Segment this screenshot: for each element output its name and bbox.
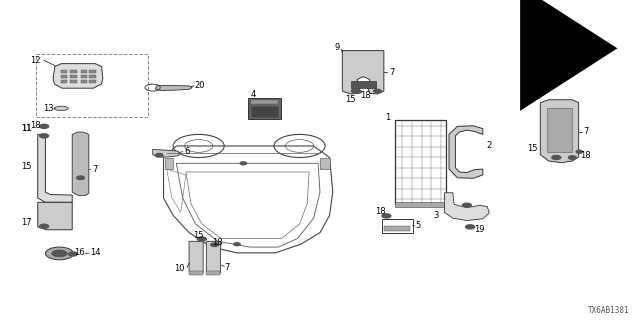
Bar [90,70,96,73]
Circle shape [234,243,240,246]
Text: Fr.: Fr. [572,43,585,53]
Bar [70,80,77,83]
Bar [81,75,87,78]
Polygon shape [38,134,72,202]
Polygon shape [206,241,220,273]
Bar [61,80,67,83]
Text: 15: 15 [527,144,537,153]
Text: 10: 10 [174,264,185,273]
Text: 18: 18 [580,151,591,160]
Circle shape [40,134,49,138]
Text: 12: 12 [31,56,41,65]
Bar [547,108,572,152]
Polygon shape [540,100,579,163]
Text: 4: 4 [250,90,255,99]
Text: 7: 7 [583,127,588,136]
Bar [320,157,330,169]
Bar [251,106,278,117]
Text: 15: 15 [21,162,31,171]
Bar [189,271,203,275]
Circle shape [52,250,67,257]
Circle shape [211,243,218,246]
Text: 18: 18 [375,207,386,216]
Text: 7: 7 [93,164,98,173]
Bar [70,75,77,78]
Circle shape [552,156,561,160]
Text: 2: 2 [486,141,492,150]
Text: 8: 8 [531,93,536,102]
Text: 18: 18 [360,91,371,100]
Circle shape [576,150,582,153]
Bar [70,70,77,73]
Text: 20: 20 [195,81,205,90]
Polygon shape [342,51,384,94]
Polygon shape [153,149,179,157]
Text: 18: 18 [31,121,41,130]
Text: 3: 3 [433,211,439,220]
Bar [81,80,87,83]
Bar [385,226,410,231]
Polygon shape [156,85,192,91]
Bar [166,157,173,169]
Circle shape [374,89,381,93]
Text: 15: 15 [193,231,204,240]
Polygon shape [72,132,89,196]
Circle shape [40,224,49,228]
Text: 11: 11 [21,124,31,133]
Polygon shape [53,64,103,88]
Circle shape [40,124,49,128]
Text: 9: 9 [335,43,340,52]
Circle shape [240,162,246,165]
Text: 1: 1 [385,113,390,122]
Text: 18: 18 [212,238,223,247]
Bar [81,70,87,73]
Text: 5: 5 [416,221,421,230]
Text: 17: 17 [21,218,31,227]
Text: 15: 15 [345,95,355,104]
Circle shape [197,237,206,241]
Polygon shape [445,193,489,220]
Circle shape [156,154,163,157]
Text: TX6AB1381: TX6AB1381 [588,306,630,315]
Bar [90,80,96,83]
Circle shape [68,252,77,256]
Bar [351,81,376,88]
Bar [382,219,413,233]
Polygon shape [38,202,72,230]
Bar [90,75,96,78]
Text: 7: 7 [225,263,230,272]
Bar [61,75,67,78]
Circle shape [351,89,359,93]
Text: 11: 11 [21,124,31,133]
Text: 13: 13 [44,105,54,114]
Bar [206,271,220,275]
Circle shape [568,156,576,159]
Circle shape [45,247,74,260]
Text: 19: 19 [474,225,485,234]
Circle shape [463,203,471,207]
Bar [396,202,447,207]
Bar [251,100,278,104]
Polygon shape [189,241,203,273]
Polygon shape [449,126,483,178]
Text: 7: 7 [389,68,394,77]
Text: 6: 6 [184,147,190,156]
Bar [396,120,447,204]
Bar [61,70,67,73]
Circle shape [382,214,391,218]
Bar [36,53,148,117]
Circle shape [355,90,362,93]
Text: 14: 14 [90,248,100,257]
Bar [248,98,281,118]
Circle shape [466,225,474,229]
Ellipse shape [54,106,68,111]
Text: 16: 16 [75,248,85,257]
Circle shape [77,176,84,180]
